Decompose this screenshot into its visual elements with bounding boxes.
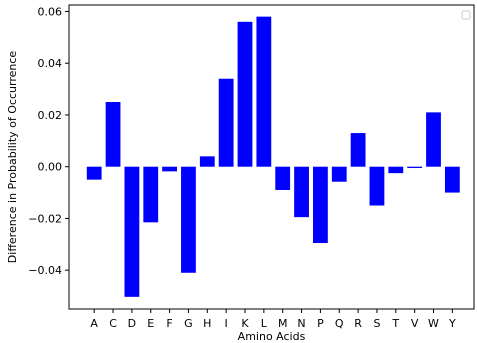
x-tick-label-V: V (411, 317, 419, 330)
x-tick-label-G: G (184, 317, 193, 330)
x-tick-label-A: A (90, 317, 98, 330)
bar-H (199, 156, 215, 167)
bar-T (388, 166, 404, 174)
bar-I (218, 78, 234, 167)
x-tick-label-L: L (261, 317, 268, 330)
y-tick-label: −0.02 (28, 212, 62, 225)
bar-D (124, 166, 140, 297)
x-tick-label-Q: Q (335, 317, 344, 330)
x-tick-label-P: P (317, 317, 324, 330)
y-tick-label: 0.00 (38, 161, 63, 174)
x-tick-label-N: N (297, 317, 305, 330)
x-tick-label-E: E (147, 317, 154, 330)
bar-Q (331, 166, 347, 182)
y-axis-title: Difference in Probability of Occurrence (6, 51, 19, 264)
bar-V (407, 166, 423, 168)
x-tick-label-T: T (391, 317, 399, 330)
x-tick-label-F: F (166, 317, 172, 330)
bar-E (143, 166, 159, 223)
x-tick-label-K: K (241, 317, 249, 330)
x-tick-label-D: D (128, 317, 136, 330)
x-tick-label-C: C (109, 317, 117, 330)
y-tick-label: 0.02 (38, 109, 63, 122)
x-tick-label-H: H (203, 317, 211, 330)
bar-G (181, 166, 196, 273)
bar-W (426, 112, 441, 167)
bar-C (105, 102, 121, 167)
x-tick-label-I: I (225, 317, 228, 330)
bar-L (256, 16, 272, 167)
bar-M (275, 166, 291, 190)
bars-group (86, 16, 460, 297)
legend-box (461, 10, 471, 20)
x-tick-label-W: W (428, 317, 439, 330)
bar-Y (444, 166, 460, 193)
x-tick-label-M: M (278, 317, 288, 330)
bar-R (350, 133, 366, 167)
x-tick-label-R: R (354, 317, 362, 330)
bar-A (86, 166, 102, 180)
bar-K (237, 21, 253, 167)
x-axis-title: Amino Acids (238, 330, 306, 343)
plot-frame (68, 4, 475, 310)
x-tick-label-S: S (373, 317, 380, 330)
bar-P (313, 166, 328, 244)
bar-S (369, 166, 385, 206)
bar-N (294, 166, 309, 218)
bar-F (162, 166, 177, 172)
y-tick-label: 0.04 (38, 57, 63, 70)
y-axis-ticks: −0.04 −0.02 0.00 0.02 0.04 0.06 (28, 5, 69, 277)
y-tick-label: 0.06 (38, 5, 63, 18)
y-tick-label: −0.04 (28, 264, 62, 277)
x-tick-label-Y: Y (448, 317, 456, 330)
